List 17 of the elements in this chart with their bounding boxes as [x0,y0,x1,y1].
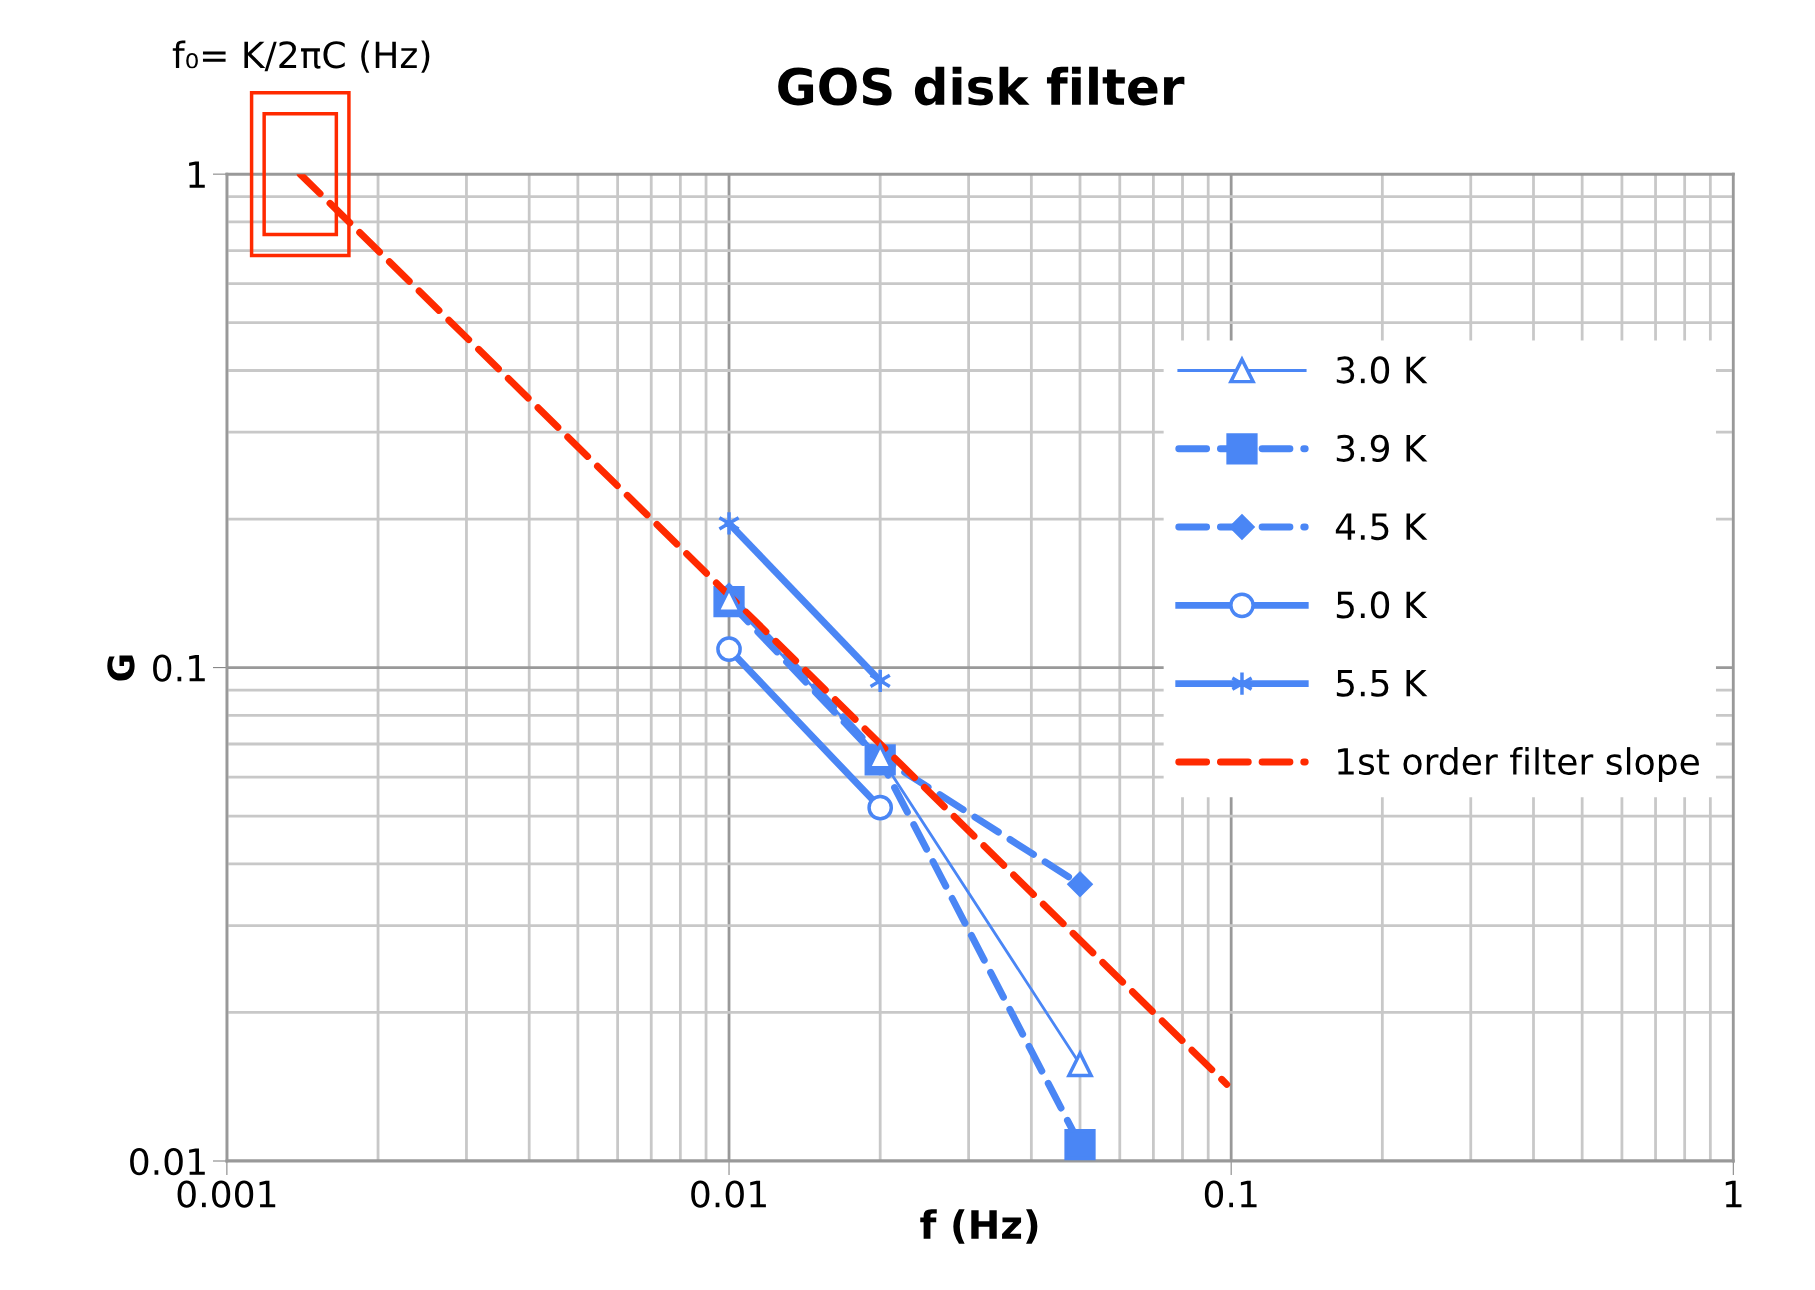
legend-label: 5.0 K [1336,591,1428,619]
legend-label: 3.0 K [1336,356,1428,384]
chart-title: GOS disk filter [778,66,1185,106]
x-tick-label: 0.001 [177,1180,276,1208]
legend-label: 1st order filter slope [1338,747,1699,783]
legend-label: 3.9 K [1336,434,1428,462]
x-tick-label: 0.1 [1204,1180,1257,1208]
y-axis-title: G [107,655,135,681]
text: f₀= K/2πC (Hz) [172,40,430,73]
y-tick-label: 1 [189,161,205,188]
legend-label: 5.5 K [1336,669,1428,697]
x-tick-label: 1 [1725,1180,1742,1208]
y-tick-label: 0.01 [130,1147,205,1176]
y-tick-label: 0.1 [153,654,205,682]
x-tick-label: 0.01 [691,1180,766,1208]
x-axis-title: f (Hz) [920,1209,1038,1244]
legend-label: 4.5 K [1335,513,1428,541]
